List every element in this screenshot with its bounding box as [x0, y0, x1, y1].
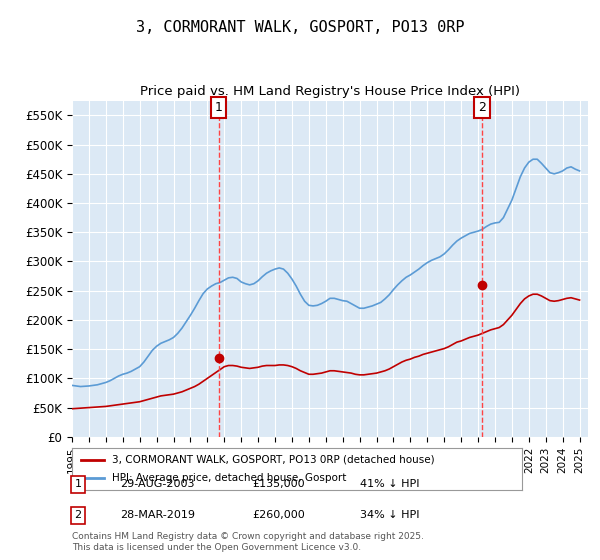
- Text: 2: 2: [478, 101, 486, 114]
- Text: Contains HM Land Registry data © Crown copyright and database right 2025.
This d: Contains HM Land Registry data © Crown c…: [72, 532, 424, 552]
- Text: £260,000: £260,000: [252, 510, 305, 520]
- Text: 28-MAR-2019: 28-MAR-2019: [120, 510, 195, 520]
- Text: £135,000: £135,000: [252, 479, 305, 489]
- Text: 41% ↓ HPI: 41% ↓ HPI: [360, 479, 419, 489]
- Text: 3, CORMORANT WALK, GOSPORT, PO13 0RP: 3, CORMORANT WALK, GOSPORT, PO13 0RP: [136, 20, 464, 35]
- Text: 3, CORMORANT WALK, GOSPORT, PO13 0RP (detached house): 3, CORMORANT WALK, GOSPORT, PO13 0RP (de…: [113, 455, 435, 465]
- Text: HPI: Average price, detached house, Gosport: HPI: Average price, detached house, Gosp…: [113, 473, 347, 483]
- Text: 29-AUG-2003: 29-AUG-2003: [120, 479, 194, 489]
- Text: 2: 2: [74, 510, 82, 520]
- Text: 1: 1: [74, 479, 82, 489]
- Text: 34% ↓ HPI: 34% ↓ HPI: [360, 510, 419, 520]
- Title: Price paid vs. HM Land Registry's House Price Index (HPI): Price paid vs. HM Land Registry's House …: [140, 85, 520, 98]
- Text: 1: 1: [215, 101, 223, 114]
